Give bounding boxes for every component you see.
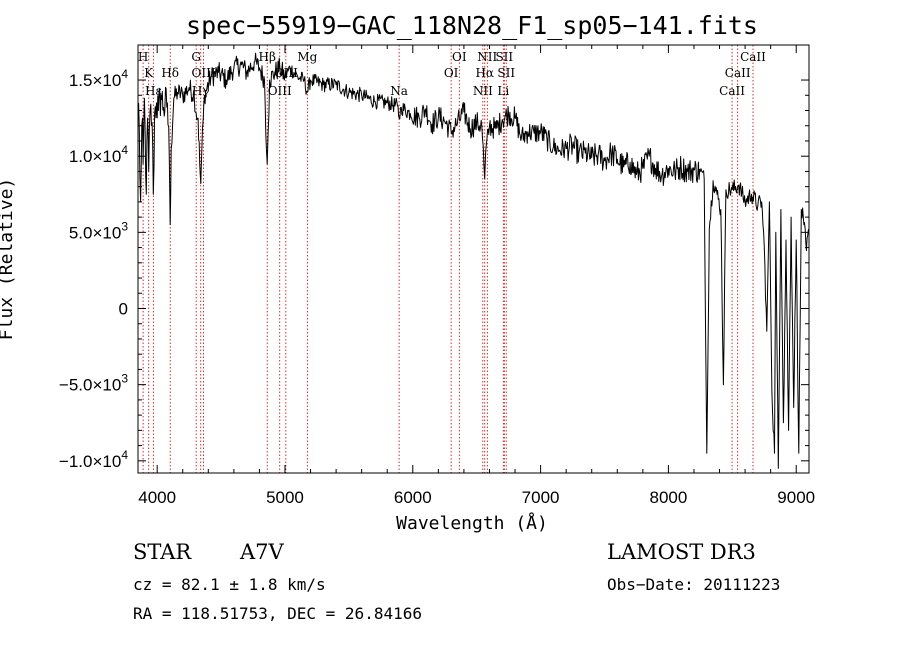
spectral-line-labels: HKHεHδGHγOIIIHβOIIIOIIIMgNaOIOINIIHαNIIL…: [138, 50, 766, 98]
line-label: Mg: [297, 50, 317, 64]
line-label: OIII: [268, 84, 292, 98]
x-tick-label: 5000: [266, 488, 304, 507]
line-label: K: [144, 66, 154, 80]
object-subclass: A7V: [239, 540, 285, 564]
line-label: G: [191, 50, 201, 64]
line-label: SII: [497, 66, 515, 80]
redshift-text: cz = 82.1 ± 1.8 km/s: [133, 575, 326, 594]
y-tick-label: 1.5×104: [69, 67, 128, 90]
x-tick-label: 7000: [522, 488, 560, 507]
spectrum-series-line: [138, 52, 810, 469]
line-label: Hβ: [259, 50, 276, 64]
x-tick-label: 9000: [777, 488, 815, 507]
spectral-line-markers: [142, 45, 754, 473]
x-axis-ticks: 4000 5000 6000 7000 8000 9000: [138, 45, 815, 507]
y-tick-label: 5.0×103: [69, 219, 128, 242]
x-tick-label: 4000: [138, 488, 176, 507]
line-label: Li: [497, 84, 509, 98]
x-axis-label: Wavelength (Å): [396, 512, 548, 534]
x-tick-label: 8000: [649, 488, 687, 507]
y-axis-ticks: 1.5×104 1.0×104 5.0×103 0 −5.0×103 −1.0×104: [59, 67, 809, 471]
obs-date: Obs−Date: 20111223: [607, 575, 780, 594]
line-label: Na: [390, 84, 408, 98]
line-label: CaII: [719, 84, 745, 98]
y-axis-label: Flux (Relative): [0, 178, 17, 341]
line-label: Hδ: [161, 66, 179, 80]
survey-name: LAMOST DR3: [607, 540, 756, 564]
line-label: CaII: [725, 66, 751, 80]
y-tick-label: −1.0×104: [59, 448, 128, 471]
coordinates-text: RA = 118.51753, DEC = 26.84166: [133, 604, 422, 623]
line-label: OI: [452, 50, 467, 64]
y-tick-label: 1.0×104: [69, 143, 128, 166]
line-label: Hα: [475, 66, 494, 80]
chart-title: spec−55919−GAC_118N28_F1_sp05−141.fits: [186, 11, 758, 40]
line-label: NII: [473, 84, 493, 98]
y-tick-label: 0: [119, 300, 128, 319]
x-tick-label: 6000: [394, 488, 432, 507]
line-label: H: [138, 50, 148, 64]
plot-frame: [137, 44, 810, 474]
y-tick-label: −5.0×103: [59, 372, 128, 395]
line-label: OI: [444, 66, 459, 80]
object-type: STAR: [133, 540, 192, 564]
line-label: Hε: [145, 84, 162, 98]
line-label: NII: [477, 50, 497, 64]
line-label: SII: [495, 50, 513, 64]
line-label: CaII: [740, 50, 766, 64]
